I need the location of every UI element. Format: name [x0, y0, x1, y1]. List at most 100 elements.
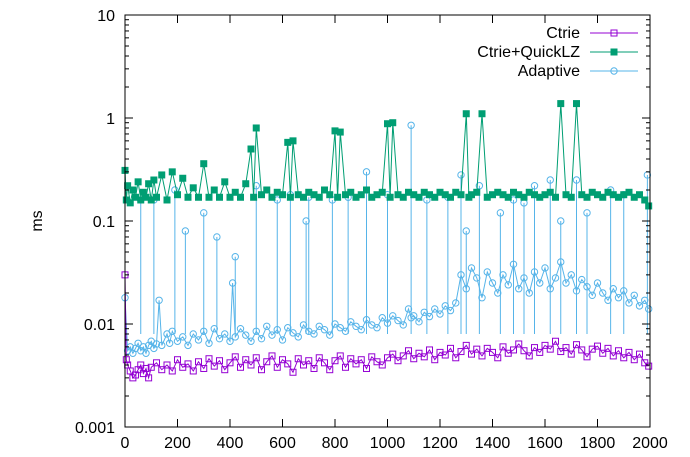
- data-point: [441, 351, 449, 359]
- data-point: [404, 305, 413, 313]
- data-point: [504, 281, 512, 289]
- data-point: [205, 355, 213, 363]
- data-point: [462, 341, 470, 349]
- data-point: [546, 188, 554, 196]
- data-point: [515, 340, 523, 348]
- data-point: [168, 367, 176, 375]
- data-point: [321, 186, 328, 194]
- data-point: [473, 345, 481, 353]
- data-point: [452, 354, 460, 362]
- data-point: [531, 344, 538, 352]
- data-point: [415, 349, 423, 357]
- data-point: [386, 193, 394, 201]
- data-point: [252, 327, 260, 335]
- data-point: [221, 178, 229, 186]
- data-point: [420, 308, 428, 316]
- data-point: [247, 361, 255, 369]
- data-point: [562, 279, 570, 287]
- data-point: [258, 366, 265, 374]
- data-point: [583, 353, 591, 361]
- data-point: [510, 346, 517, 354]
- data-point: [226, 359, 234, 367]
- legend-swatch-marker: [610, 67, 618, 75]
- data-point: [158, 366, 166, 374]
- data-point: [237, 193, 244, 201]
- y-tick-label: 0.01: [84, 317, 115, 334]
- data-point: [155, 296, 163, 304]
- data-point: [583, 209, 591, 217]
- data-point: [478, 294, 486, 302]
- data-point: [578, 346, 586, 354]
- data-point: [174, 356, 181, 364]
- data-point: [483, 268, 491, 276]
- data-point: [189, 367, 197, 375]
- data-point: [315, 354, 323, 362]
- data-point: [599, 193, 607, 201]
- data-point: [184, 193, 192, 201]
- data-point: [300, 361, 307, 369]
- data-point: [399, 352, 407, 360]
- data-point: [315, 322, 323, 330]
- data-point: [447, 344, 454, 352]
- series-adaptive: [121, 121, 653, 357]
- data-point: [546, 176, 554, 184]
- data-point: [546, 285, 554, 293]
- data-point: [210, 362, 218, 370]
- legend-label: Adaptive: [518, 63, 580, 80]
- data-point: [573, 100, 580, 108]
- data-point: [462, 110, 470, 118]
- data-point: [257, 334, 266, 343]
- data-point: [294, 333, 302, 341]
- data-point: [599, 289, 607, 297]
- data-point: [373, 324, 381, 332]
- y-axis-label: ms: [29, 210, 46, 231]
- data-point: [473, 188, 481, 196]
- data-point: [226, 337, 234, 345]
- data-point: [399, 321, 407, 329]
- data-point: [441, 302, 449, 310]
- data-point: [410, 312, 418, 320]
- data-point: [341, 327, 350, 335]
- data-point: [273, 326, 281, 334]
- data-point: [362, 316, 371, 324]
- y-tick-label: 10: [97, 8, 115, 25]
- data-point: [410, 355, 418, 363]
- data-point: [389, 119, 397, 127]
- data-point: [541, 341, 549, 349]
- data-point: [216, 357, 223, 365]
- data-point: [636, 350, 643, 358]
- data-point: [357, 356, 365, 364]
- data-point: [457, 271, 465, 279]
- data-point: [572, 287, 581, 295]
- data-point: [641, 296, 649, 304]
- data-point: [499, 343, 507, 351]
- data-point: [268, 331, 276, 339]
- data-point: [242, 331, 250, 339]
- data-point: [284, 324, 292, 332]
- data-point: [320, 326, 329, 334]
- data-point: [383, 319, 392, 327]
- data-point: [263, 322, 271, 330]
- data-point: [594, 342, 601, 350]
- data-point: [213, 233, 221, 241]
- x-tick-label: 1000: [370, 435, 406, 452]
- data-point: [142, 364, 150, 372]
- data-point: [194, 336, 203, 344]
- data-point: [473, 274, 481, 282]
- x-tick-label: 0: [121, 435, 130, 452]
- data-point: [153, 193, 160, 201]
- data-point: [263, 186, 271, 194]
- data-point: [174, 191, 181, 199]
- data-point: [173, 337, 182, 345]
- data-point: [389, 312, 397, 320]
- data-point: [415, 193, 423, 201]
- data-point: [286, 193, 294, 201]
- x-tick-label: 1600: [527, 435, 563, 452]
- plot-data-area: [121, 100, 653, 382]
- data-point: [231, 253, 239, 261]
- y-tick-label: 1: [106, 111, 115, 128]
- data-point: [145, 374, 153, 382]
- data-point: [520, 274, 528, 282]
- data-point: [467, 264, 476, 272]
- data-point: [641, 196, 649, 204]
